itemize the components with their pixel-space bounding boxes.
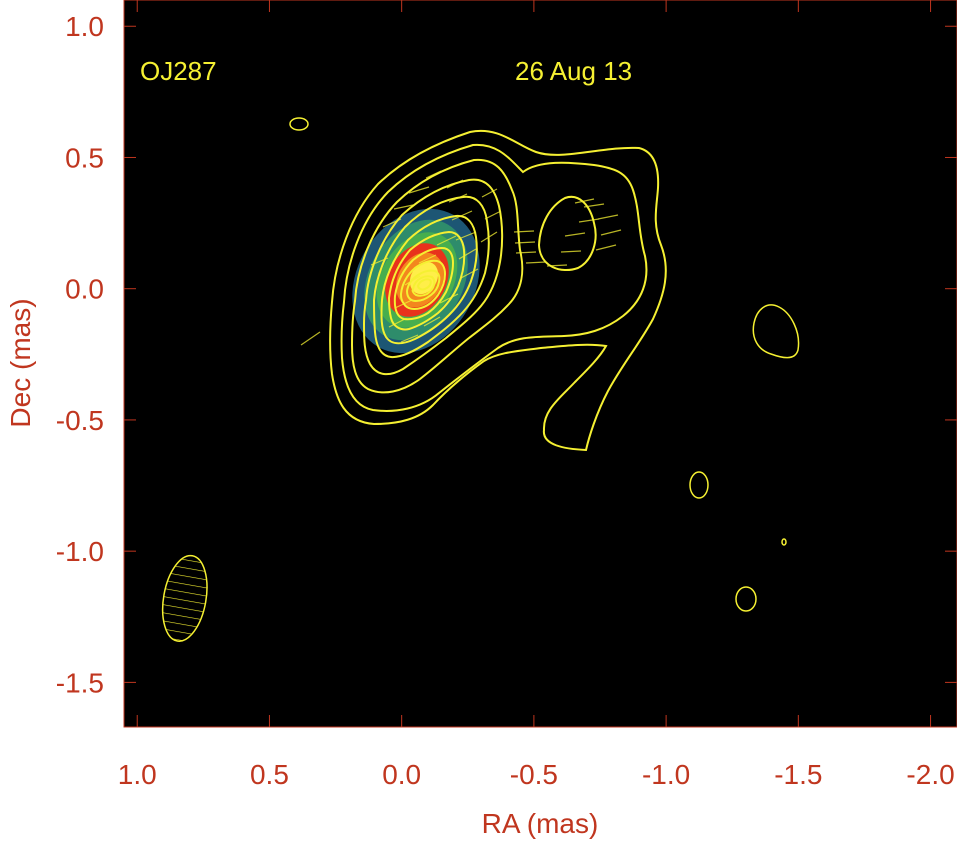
contour-2 <box>340 143 648 412</box>
x-tick-label: 1.0 <box>118 759 157 790</box>
contour-10 <box>405 269 441 303</box>
pol-vector <box>382 218 402 228</box>
contour-11 <box>411 275 436 297</box>
pol-vector <box>480 231 498 243</box>
plot-frame <box>123 0 957 728</box>
pol-vector <box>458 248 477 260</box>
contour-9 <box>399 259 447 310</box>
x-tick-label: -1.5 <box>774 759 822 790</box>
pol-vector <box>546 264 568 267</box>
pol-vector <box>525 261 547 264</box>
contour-3 <box>350 158 524 394</box>
pol-vector <box>578 218 600 223</box>
pol-vector <box>423 316 441 327</box>
pol-vector <box>583 203 605 208</box>
pol-vector <box>514 241 536 244</box>
source-label: OJ287 <box>140 56 217 86</box>
polarization-vectors <box>300 170 622 346</box>
pol-vector <box>370 257 389 266</box>
pol-vector <box>484 210 502 220</box>
x-tick-label: -2.0 <box>906 759 954 790</box>
contour-knot <box>537 195 597 272</box>
plot-background <box>124 0 957 727</box>
pol-vector <box>448 193 468 203</box>
pol-vector <box>404 275 421 286</box>
x-axis-ticks: 1.0 0.5 0.0 -0.5 -1.0 -1.5 -2.0 <box>118 0 955 790</box>
pol-vector <box>408 186 430 194</box>
restoring-beam <box>161 554 208 642</box>
pol-vector <box>515 251 537 254</box>
contour-8 <box>393 246 455 321</box>
pol-vector <box>481 188 498 198</box>
x-tick-label: -0.5 <box>510 759 558 790</box>
contour-island-right <box>752 304 800 359</box>
x-axis-label: RA (mas) <box>482 808 599 839</box>
y-tick-label: -1.5 <box>56 667 104 698</box>
y-tick-label: 0.5 <box>65 142 104 173</box>
y-tick-label: -0.5 <box>56 405 104 436</box>
contour-island-mid <box>689 471 709 499</box>
pol-vector <box>564 232 586 237</box>
contour-outer-extended <box>329 129 667 452</box>
pol-vector <box>418 254 437 264</box>
pol-vector <box>455 231 477 241</box>
contours <box>329 129 667 452</box>
contour-island-top <box>289 117 309 131</box>
contour-5 <box>372 195 490 359</box>
pol-vector <box>451 210 473 221</box>
isolated-contours <box>289 117 800 612</box>
pol-vector <box>388 318 406 328</box>
pol-vector <box>446 179 464 189</box>
y-axis-ticks: 1.0 0.5 0.0 -0.5 -1.0 -1.5 <box>56 11 957 698</box>
x-tick-label: 0.5 <box>250 759 289 790</box>
y-tick-label: 1.0 <box>65 11 104 42</box>
x-tick-label: -1.0 <box>642 759 690 790</box>
pol-vector <box>393 204 414 210</box>
pol-vector <box>560 250 582 253</box>
y-tick-label: -1.0 <box>56 536 104 567</box>
contour-4 <box>362 178 504 376</box>
contour-island-low <box>735 586 757 612</box>
y-axis-label: Dec (mas) <box>5 298 36 427</box>
pol-vector <box>597 214 619 220</box>
contour-island-dot <box>781 538 787 546</box>
pol-vector <box>394 299 413 309</box>
pol-vector <box>600 229 622 236</box>
pol-vector <box>436 235 457 246</box>
contour-12 <box>416 278 432 291</box>
pol-vector <box>513 230 535 233</box>
pol-vector <box>400 334 419 343</box>
date-label: 26 Aug 13 <box>515 56 632 86</box>
pol-vector <box>460 268 479 279</box>
pol-vector <box>300 331 321 346</box>
pol-vector <box>425 170 442 179</box>
pol-vector <box>439 293 459 304</box>
pol-vector <box>595 244 617 251</box>
y-tick-label: 0.0 <box>65 274 104 305</box>
x-tick-label: 0.0 <box>382 759 421 790</box>
contour-6 <box>380 214 478 345</box>
pol-vector <box>574 198 595 204</box>
beam-ellipse <box>161 554 208 642</box>
